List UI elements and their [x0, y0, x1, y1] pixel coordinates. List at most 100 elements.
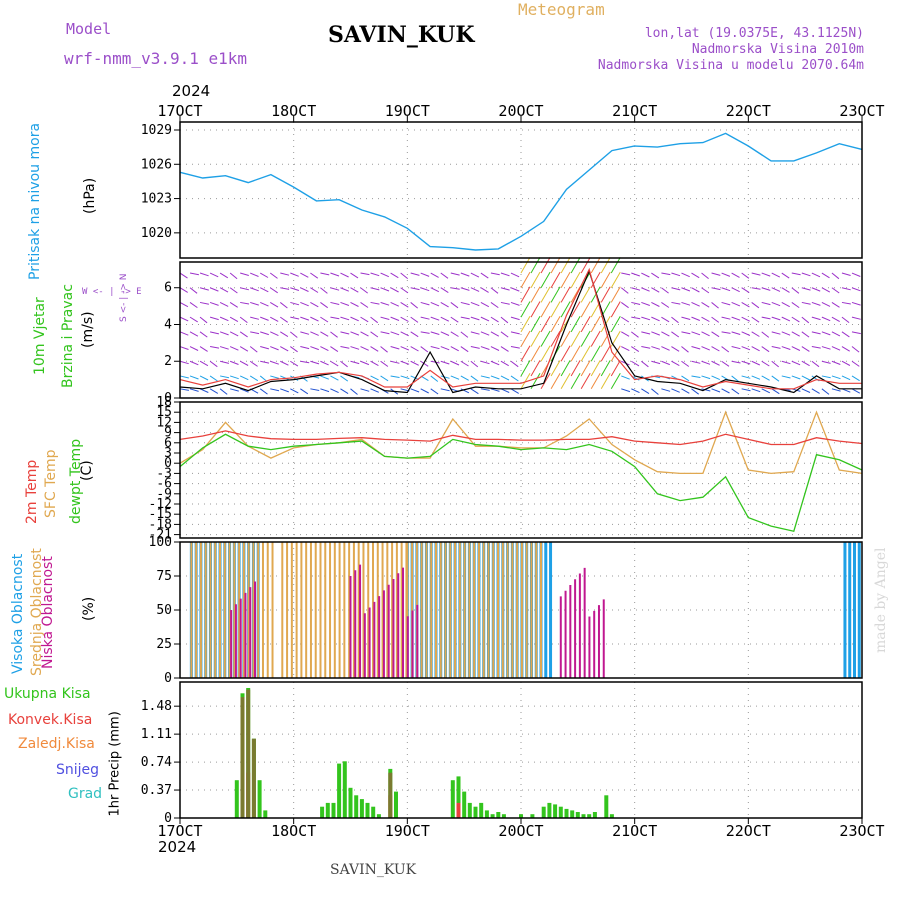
wind-barb	[500, 375, 510, 381]
wind-barb	[771, 388, 780, 395]
wind-barb	[330, 331, 338, 338]
wind-barb	[490, 316, 499, 323]
wind-barb	[320, 360, 329, 366]
wind-barb	[621, 375, 630, 380]
temp-2m-line	[179, 430, 863, 446]
wind-barb	[360, 316, 369, 323]
wind-barb	[610, 360, 621, 377]
precip-bar-total	[484, 810, 489, 818]
wind-barb	[480, 375, 490, 379]
wind-barb	[189, 287, 198, 294]
wind-barb	[330, 388, 339, 394]
wind-barb	[560, 330, 571, 347]
wind-barb	[259, 388, 268, 395]
wind-barb	[420, 272, 430, 277]
precip-bar-total	[359, 799, 364, 818]
temp-sfc-line	[179, 410, 863, 475]
wind-barb	[530, 330, 541, 347]
wind-barb	[430, 388, 439, 395]
wind-barb	[811, 272, 821, 278]
precip-bar-total	[320, 806, 325, 818]
wind-barb	[570, 330, 581, 347]
wind-barb	[470, 316, 480, 321]
wind-barb	[580, 360, 591, 377]
wind-barb	[580, 301, 591, 318]
wind-barb	[801, 375, 811, 381]
wind-barb	[500, 301, 510, 305]
wind-barb	[801, 287, 811, 291]
wind-barb	[380, 360, 389, 367]
panel-frame-precip	[179, 681, 863, 819]
wind-barb	[851, 331, 861, 335]
precip-bar-total	[564, 808, 569, 818]
wind-barb	[771, 287, 781, 292]
wind-barb	[691, 301, 700, 307]
wind-barb	[290, 388, 299, 394]
wind-barb	[400, 316, 409, 322]
wind-barb	[230, 388, 239, 392]
wind-barb	[811, 316, 821, 321]
wind-barb	[570, 315, 581, 333]
wind-barb	[410, 302, 419, 309]
wind-barb	[220, 375, 230, 379]
wind-barb	[450, 331, 459, 337]
wind-barb	[661, 388, 671, 392]
wind-compass-ew: W <- | -> E	[82, 287, 142, 297]
wind-barb	[280, 331, 289, 338]
precip-bar-conv	[456, 802, 461, 818]
wind-barb	[470, 388, 479, 395]
wind-barb	[791, 360, 801, 366]
wind-barb	[631, 301, 641, 305]
xtick-label-bottom: 20OCT	[498, 822, 543, 840]
wind-barb	[430, 301, 440, 307]
xtick-label-top: 19OCT	[385, 102, 430, 120]
wind-barb	[179, 360, 189, 365]
temp-dewpt-line	[179, 433, 863, 532]
wind-barb	[631, 388, 640, 394]
wind-barb	[500, 272, 510, 277]
wind-barb	[540, 301, 551, 318]
wind-barb	[209, 287, 219, 292]
wind-barb	[330, 360, 339, 367]
wind-barb	[229, 375, 239, 380]
wind-barb	[219, 331, 229, 336]
wind-barb	[811, 301, 821, 306]
wind-barb	[560, 286, 571, 303]
precip-bar-total	[604, 795, 609, 818]
wind-barb	[520, 360, 531, 377]
wind-barb	[340, 375, 349, 382]
wind-barb	[340, 388, 349, 395]
wind-barb	[570, 257, 581, 274]
wind-barb	[701, 331, 710, 337]
wind-barb	[420, 287, 430, 292]
wind-barb	[360, 287, 368, 294]
wind-barb	[440, 346, 450, 351]
wind-barb	[590, 345, 601, 362]
wind-barb	[851, 316, 861, 320]
wind-barb	[450, 272, 460, 276]
wind-barb	[450, 316, 459, 323]
wind-barb	[701, 316, 710, 322]
wind-barb	[310, 301, 319, 308]
wind-barb	[741, 375, 751, 379]
wind-barb	[500, 316, 509, 324]
wind-barb	[189, 316, 198, 323]
wind-barb	[661, 346, 670, 351]
wind-barb	[270, 302, 279, 308]
wind-barb	[480, 331, 490, 336]
wind-barb	[420, 388, 429, 394]
wind-barb	[270, 346, 279, 351]
wind-barb	[480, 316, 490, 322]
wind-barb	[821, 316, 831, 322]
wind-barb	[681, 375, 690, 382]
wind-barb	[310, 287, 319, 293]
wind-barb	[671, 301, 681, 305]
wind-barb	[560, 257, 571, 274]
wind-barb	[210, 346, 220, 349]
wind-barb	[290, 331, 298, 338]
ytick-label-pressure: 1020	[141, 226, 172, 241]
precip-bar-snow	[251, 738, 256, 818]
wind-barb	[199, 331, 208, 338]
wind-barb	[831, 287, 840, 294]
wind-barb	[741, 316, 750, 322]
